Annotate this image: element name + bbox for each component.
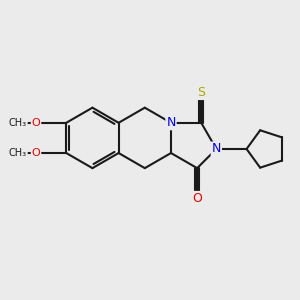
Text: S: S [197, 86, 205, 99]
Text: CH₃: CH₃ [9, 148, 27, 158]
Text: O: O [32, 148, 40, 158]
Text: O: O [32, 118, 40, 128]
Text: N: N [166, 116, 176, 129]
Text: O: O [192, 192, 202, 205]
Text: CH₃: CH₃ [9, 118, 27, 128]
Text: N: N [212, 142, 221, 155]
